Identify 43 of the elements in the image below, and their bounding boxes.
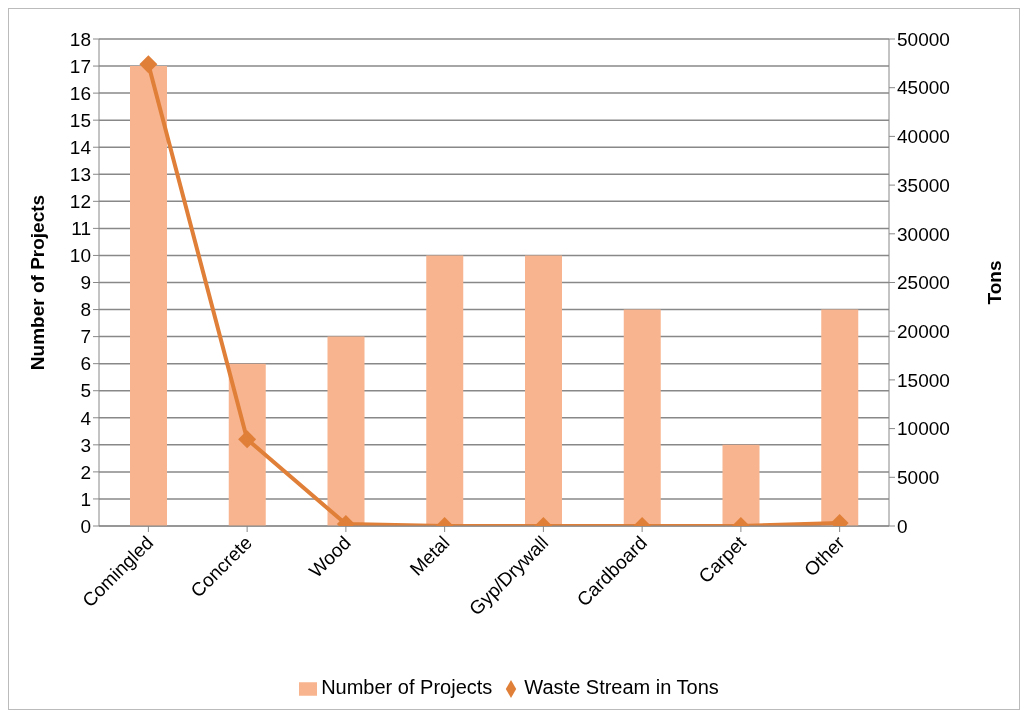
y2-tick-label: 15000 xyxy=(897,369,950,391)
y-tick-label: 18 xyxy=(69,28,91,50)
bar xyxy=(130,66,167,526)
y-tick-label: 17 xyxy=(69,55,91,77)
point xyxy=(139,55,158,74)
y-tick-label: 2 xyxy=(80,461,91,483)
y-tick-label: 11 xyxy=(71,218,91,240)
y2-tick-label: 0 xyxy=(897,515,908,537)
y2-tick-label: 40000 xyxy=(897,126,950,148)
y2-tick-label: 45000 xyxy=(897,77,950,99)
y2-tick-label: 20000 xyxy=(897,320,950,342)
legend-label: Waste Stream in Tons xyxy=(524,676,719,698)
y-tick-label: 13 xyxy=(69,164,91,186)
y2-tick-label: 5000 xyxy=(897,467,940,489)
y-tick-label: 3 xyxy=(80,434,91,456)
y2-axis-title: Tons xyxy=(983,260,1005,305)
y-tick-label: 9 xyxy=(80,272,91,294)
y-tick-label: 1 xyxy=(80,488,91,510)
y-tick-label: 8 xyxy=(80,299,91,321)
y-tick-label: 14 xyxy=(69,136,92,158)
bar xyxy=(821,309,859,526)
y-tick-label: 16 xyxy=(69,82,91,104)
y-tick-label: 15 xyxy=(69,109,91,131)
bar xyxy=(327,336,365,526)
y-tick-label: 4 xyxy=(80,407,92,429)
bar xyxy=(525,255,562,526)
bar xyxy=(426,255,464,526)
y-tick-label: 7 xyxy=(80,326,91,348)
y2-tick-label: 30000 xyxy=(897,223,950,245)
y-tick-label: 5 xyxy=(80,380,91,402)
y2-tick-label: 25000 xyxy=(897,272,950,294)
y2-tick-label: 35000 xyxy=(897,174,950,196)
y2-tick-label: 50000 xyxy=(897,28,950,50)
bar xyxy=(623,309,661,526)
bar xyxy=(722,444,760,526)
y-axis-title: Number of Projects xyxy=(26,194,48,371)
legend-label: Number of Projects xyxy=(321,676,493,698)
y2-tick-label: 10000 xyxy=(897,418,950,440)
y-tick-label: 12 xyxy=(69,191,91,213)
y-tick-label: 6 xyxy=(80,353,91,375)
bar xyxy=(228,363,266,526)
y-tick-label: 0 xyxy=(80,515,91,537)
y-tick-label: 10 xyxy=(69,245,91,267)
